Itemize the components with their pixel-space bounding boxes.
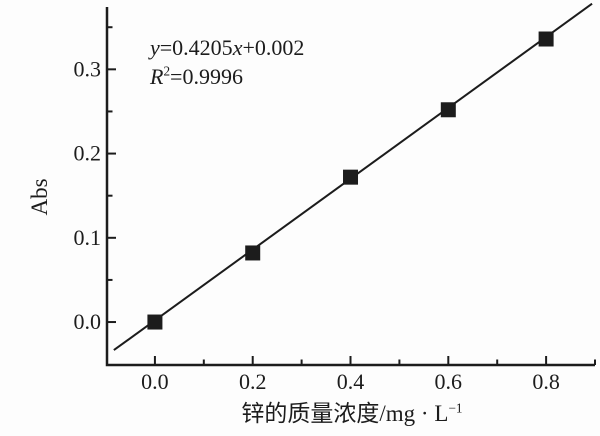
y-tick-label: 0.2 — [74, 141, 102, 166]
annotation-segment: +0.002 — [242, 35, 305, 60]
annotation-segment: y — [150, 35, 160, 60]
y-axis-title: Abs — [27, 178, 52, 216]
annotation-segment: 2 — [163, 63, 171, 79]
x-axis-title-main: 锌的质量浓度/mg · L — [241, 401, 449, 426]
y-tick-label: 0.0 — [74, 309, 102, 334]
y-tick-label: 0.1 — [74, 225, 102, 250]
axis-spines — [105, 7, 595, 367]
data-point — [440, 102, 456, 118]
x-axis-title: 锌的质量浓度/mg · L−1 — [241, 394, 462, 428]
annotation-segment: x — [232, 35, 243, 60]
data-point — [343, 169, 359, 185]
data-point — [245, 245, 261, 261]
fit-equation-label: y=0.4205x+0.002 — [150, 35, 304, 60]
x-tick-label: 0.2 — [239, 369, 267, 394]
x-tick-label: 0.6 — [435, 369, 463, 394]
annotation-segment: R — [150, 64, 164, 89]
data-point — [147, 314, 163, 330]
x-tick-label: 0.0 — [141, 369, 169, 394]
r-squared-label: R2=0.9996 — [150, 64, 243, 89]
x-axis-title-superscript: −1 — [448, 400, 463, 416]
x-tick-label: 0.8 — [532, 369, 560, 394]
annotation-segment: =0.4205 — [159, 35, 233, 60]
data-point — [538, 31, 554, 47]
x-tick-label: 0.4 — [337, 369, 365, 394]
annotation-segment: =0.9996 — [170, 64, 243, 89]
y-tick-label: 0.3 — [74, 56, 102, 81]
